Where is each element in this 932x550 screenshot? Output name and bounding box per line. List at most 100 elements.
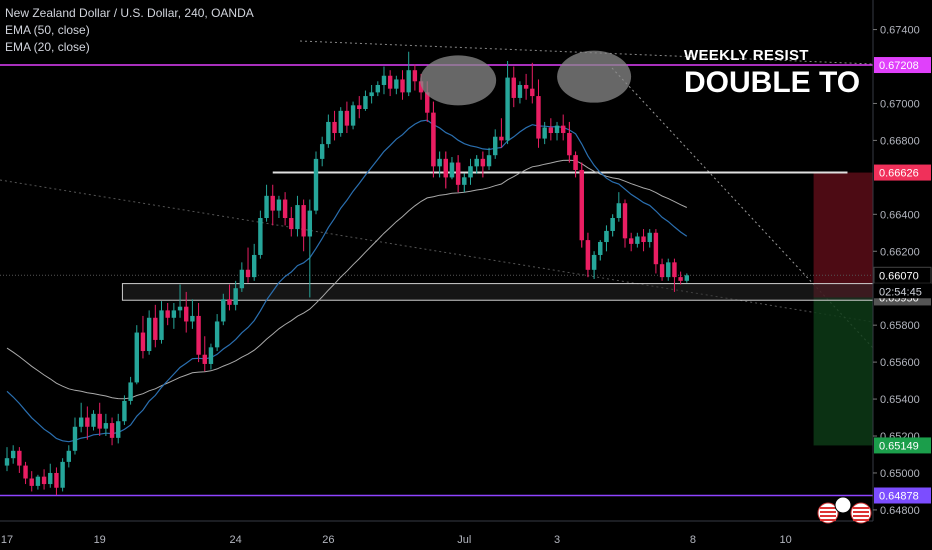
candle-body[interactable] <box>326 121 331 145</box>
candle-body[interactable] <box>653 232 659 265</box>
price-tag[interactable] <box>874 57 931 74</box>
candle-body[interactable] <box>41 476 47 485</box>
candle-body[interactable] <box>177 306 183 311</box>
candle-body[interactable] <box>134 332 139 383</box>
candle-body[interactable] <box>109 423 115 438</box>
candle-body[interactable] <box>449 162 455 178</box>
candle-body[interactable] <box>462 177 467 185</box>
candle-body[interactable] <box>227 299 232 305</box>
symbol-title[interactable]: New Zealand Dollar / U.S. Dollar, 240, O… <box>5 6 254 20</box>
candle-body[interactable] <box>406 70 411 93</box>
candle-body[interactable] <box>221 299 226 322</box>
candle-body[interactable] <box>258 218 263 255</box>
candle-body[interactable] <box>190 315 195 322</box>
candle-body[interactable] <box>140 332 146 352</box>
price-tag[interactable] <box>874 164 931 181</box>
tradingview-logo-icon[interactable] <box>817 496 872 524</box>
candle-body[interactable] <box>239 269 245 289</box>
candle-body[interactable] <box>319 144 325 159</box>
candle-body[interactable] <box>146 317 152 352</box>
candle-body[interactable] <box>604 230 609 243</box>
candle-body[interactable] <box>289 218 294 230</box>
candle-body[interactable] <box>85 417 90 427</box>
candle-body[interactable] <box>561 125 566 134</box>
candle-body[interactable] <box>684 275 689 281</box>
candle-body[interactable] <box>511 77 516 98</box>
candle-body[interactable] <box>153 317 158 340</box>
candle-body[interactable] <box>437 158 442 167</box>
candle-body[interactable] <box>425 92 430 113</box>
candle-body[interactable] <box>573 155 578 170</box>
double-top-marker-left[interactable] <box>420 55 497 106</box>
candle-body[interactable] <box>548 127 554 134</box>
candle-body[interactable] <box>468 166 473 178</box>
candle-body[interactable] <box>72 426 78 451</box>
candle-body[interactable] <box>17 450 22 466</box>
candle-body[interactable] <box>530 88 535 97</box>
candle-body[interactable] <box>301 205 306 237</box>
candle-body[interactable] <box>499 136 504 141</box>
candle-body[interactable] <box>332 121 337 134</box>
candle-body[interactable] <box>171 310 177 318</box>
position-stop-zone[interactable] <box>813 172 879 298</box>
candle-body[interactable] <box>282 199 288 219</box>
candle-body[interactable] <box>616 203 622 219</box>
candle-body[interactable] <box>628 238 634 244</box>
position-target-zone[interactable] <box>813 297 879 446</box>
candle-body[interactable] <box>579 169 584 241</box>
candle-body[interactable] <box>647 232 652 243</box>
candle-body[interactable] <box>184 306 189 322</box>
candle-body[interactable] <box>369 92 374 97</box>
candle-body[interactable] <box>591 254 597 270</box>
candle-body[interactable] <box>357 105 362 110</box>
candle-body[interactable] <box>418 81 424 93</box>
candle-body[interactable] <box>245 269 251 278</box>
candle-body[interactable] <box>116 421 121 438</box>
candle-body[interactable] <box>276 199 282 211</box>
candle-body[interactable] <box>598 242 603 255</box>
candle-body[interactable] <box>610 218 615 231</box>
candle-body[interactable] <box>622 203 628 239</box>
steep-trendline[interactable] <box>611 67 874 349</box>
candle-body[interactable] <box>666 262 671 278</box>
candle-body[interactable] <box>412 70 418 82</box>
double-top-marker-right[interactable] <box>557 50 632 103</box>
candle-body[interactable] <box>295 205 300 230</box>
candle-body[interactable] <box>400 79 405 93</box>
price-tag[interactable] <box>874 437 931 454</box>
candle-body[interactable] <box>78 417 84 427</box>
candle-body[interactable] <box>375 84 380 93</box>
candle-body[interactable] <box>48 472 53 485</box>
candle-body[interactable] <box>66 450 71 462</box>
candle-body[interactable] <box>523 84 529 89</box>
candle-body[interactable] <box>387 75 393 89</box>
candle-body[interactable] <box>443 158 448 178</box>
candle-body[interactable] <box>431 112 436 167</box>
ema50-legend[interactable]: EMA (50, close) <box>5 23 90 37</box>
candle-body[interactable] <box>474 158 479 167</box>
candle-body[interactable] <box>208 347 214 364</box>
candle-body[interactable] <box>307 210 313 237</box>
price-tag[interactable] <box>874 487 931 504</box>
candle-body[interactable] <box>233 288 238 305</box>
candle-body[interactable] <box>202 354 207 364</box>
candle-body[interactable] <box>350 105 356 126</box>
candle-body[interactable] <box>678 277 683 281</box>
candle-body[interactable] <box>542 127 547 139</box>
candle-body[interactable] <box>128 382 133 401</box>
ema20-legend[interactable]: EMA (20, close) <box>5 40 90 54</box>
candle-body[interactable] <box>252 254 257 278</box>
candle-body[interactable] <box>122 400 127 422</box>
candle-body[interactable] <box>635 236 640 244</box>
candle-body[interactable] <box>165 310 170 318</box>
candle-body[interactable] <box>585 240 591 270</box>
candle-body[interactable] <box>394 79 399 89</box>
candle-body[interactable] <box>672 262 677 278</box>
candle-body[interactable] <box>54 472 59 488</box>
candle-body[interactable] <box>10 450 16 459</box>
candle-body[interactable] <box>567 133 572 156</box>
candle-body[interactable] <box>659 264 665 278</box>
candle-body[interactable] <box>338 110 343 134</box>
candle-body[interactable] <box>264 195 269 219</box>
